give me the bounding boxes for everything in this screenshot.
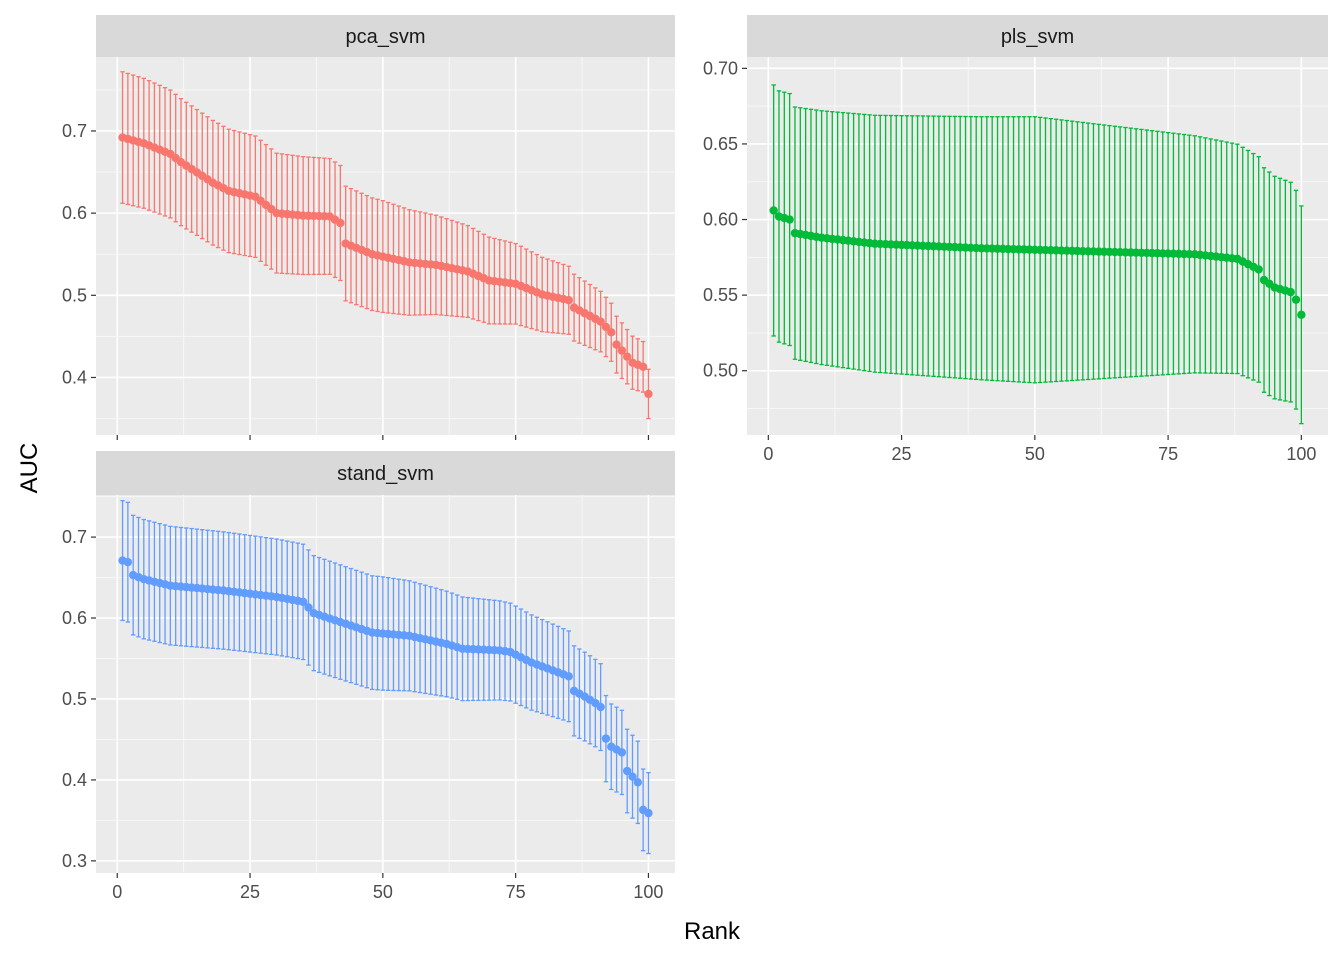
data-point xyxy=(1254,265,1263,274)
data-point xyxy=(607,328,616,337)
facet-panel-pls_svm: pls_svm 0.50 0.55 0.60 0.65 0.70 0 25 50 75 100 xyxy=(703,15,1328,464)
data-point xyxy=(601,734,611,743)
data-point xyxy=(622,766,632,776)
facet-strip xyxy=(96,451,675,495)
x-tick-label: 50 xyxy=(1025,444,1045,464)
y-tick-label: 0.5 xyxy=(62,689,87,709)
series-pca_svm xyxy=(118,71,653,420)
panel-background xyxy=(747,57,1328,435)
data-point xyxy=(785,215,794,224)
x-tick-label: 25 xyxy=(240,882,260,902)
data-point xyxy=(644,808,653,818)
y-tick-label: 0.4 xyxy=(62,367,87,387)
facet-strip xyxy=(747,15,1328,57)
facet-strip-label: stand_svm xyxy=(337,463,434,485)
x-tick-label: 50 xyxy=(373,882,393,902)
data-point xyxy=(564,672,573,681)
y-axis-title: AUC xyxy=(16,443,43,494)
data-point xyxy=(1286,287,1295,297)
data-point xyxy=(617,748,627,757)
x-tick-label: 0 xyxy=(112,882,122,902)
data-point xyxy=(644,389,653,399)
y-tick-label: 0.55 xyxy=(703,285,738,305)
data-point xyxy=(628,772,637,781)
y-tick-label: 0.3 xyxy=(62,851,87,871)
y-tick-label: 0.65 xyxy=(703,134,738,154)
data-point xyxy=(596,702,605,712)
data-point xyxy=(304,603,313,612)
x-tick-label: 100 xyxy=(1286,444,1316,464)
facet-panel-stand_svm: stand_svm 0.3 0.4 0.5 0.6 0.7 0 25 50 75 100 xyxy=(62,451,675,902)
facet-strip-label: pls_svm xyxy=(1001,26,1074,48)
y-tick-label: 0.4 xyxy=(62,770,87,790)
series-pls_svm xyxy=(769,84,1306,425)
x-tick-label: 100 xyxy=(633,882,663,902)
x-tick-label: 75 xyxy=(1158,444,1178,464)
y-tick-label: 0.70 xyxy=(703,58,738,78)
data-point xyxy=(1297,310,1306,319)
panel-background xyxy=(96,57,675,435)
facet-panel-pca_svm: pca_svm 0.4 0.5 0.6 0.7 xyxy=(62,15,675,440)
y-tick-label: 0.7 xyxy=(62,121,87,141)
data-point xyxy=(633,778,643,787)
facet-strip xyxy=(96,15,675,57)
data-point xyxy=(601,322,611,332)
facet-strip-label: pca_svm xyxy=(345,26,425,48)
data-point xyxy=(336,218,345,228)
data-point xyxy=(638,362,648,371)
series-stand_svm xyxy=(118,500,653,855)
x-axis-title: Rank xyxy=(684,918,741,945)
y-tick-label: 0.5 xyxy=(62,285,87,305)
panel-background xyxy=(96,495,675,873)
y-tick-label: 0.50 xyxy=(703,361,738,381)
data-point xyxy=(1291,295,1301,304)
y-tick-label: 0.6 xyxy=(62,203,87,223)
y-tick-label: 0.6 xyxy=(62,608,87,628)
panels-layer: pca_svm0.40.50.60.7pls_svm0.500.550.600.… xyxy=(62,15,1328,902)
y-tick-label: 0.60 xyxy=(703,210,738,230)
data-point xyxy=(123,557,133,567)
data-point xyxy=(298,597,308,607)
x-tick-label: 0 xyxy=(763,444,773,464)
data-point xyxy=(564,296,573,305)
x-tick-label: 75 xyxy=(506,882,526,902)
data-point xyxy=(617,346,627,355)
data-point xyxy=(612,340,621,349)
data-point xyxy=(596,317,605,326)
data-point xyxy=(622,352,632,361)
data-point xyxy=(769,206,778,215)
y-tick-label: 0.7 xyxy=(62,527,87,547)
x-tick-label: 25 xyxy=(892,444,912,464)
